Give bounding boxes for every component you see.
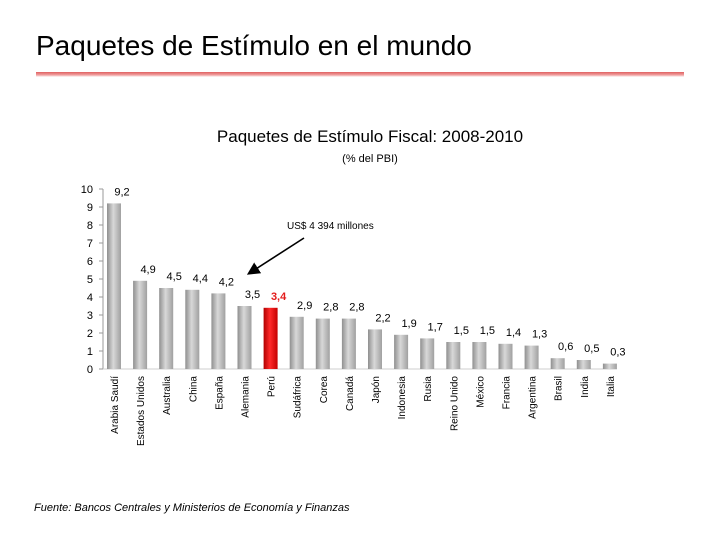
annotation-arrow [246, 237, 305, 275]
x-tick-label: Sudáfrica [293, 376, 304, 419]
x-tick-label: Corea [319, 376, 330, 404]
value-label: 4,4 [193, 273, 208, 285]
value-label: 1,7 [428, 321, 443, 333]
y-tick-label: 9 [87, 202, 93, 214]
y-tick-label: 1 [87, 346, 93, 358]
value-label: 0,6 [558, 341, 573, 353]
bar-corea [315, 318, 330, 369]
x-tick-label: Canadá [345, 376, 356, 411]
bar-india [576, 360, 591, 369]
x-tick-label: Alemania [241, 376, 252, 418]
bar-estados-unidos [133, 280, 148, 369]
value-label: 4,2 [219, 276, 234, 288]
y-tick-label: 2 [87, 328, 93, 340]
bar-rusia [420, 338, 435, 369]
value-label: 1,9 [401, 318, 416, 330]
value-label: 0,5 [584, 343, 599, 355]
bar-reino-unido [446, 342, 461, 369]
value-label: 1,3 [532, 329, 547, 341]
y-tick-label: 8 [87, 220, 93, 232]
x-tick-label: España [214, 376, 225, 410]
y-tick-label: 5 [87, 274, 93, 286]
value-label: 3,4 [271, 291, 287, 303]
value-label: 0,3 [610, 347, 625, 359]
bar-alemania [237, 306, 252, 369]
bar-arabia-saudí [107, 203, 121, 369]
value-label: 2,9 [297, 300, 312, 312]
bar-sudáfrica [289, 316, 304, 369]
bar-argentina [524, 345, 539, 369]
y-tick-label: 7 [87, 238, 93, 250]
title-divider [36, 72, 684, 77]
x-tick-label: Brasil [554, 376, 565, 401]
chart-title: Paquetes de Estímulo Fiscal: 2008-2010 [216, 127, 524, 146]
x-tick-label: Arabia Saudí [110, 376, 121, 434]
bar-francia [498, 343, 513, 369]
y-tick-label: 0 [87, 364, 93, 376]
bar-indonesia [394, 334, 409, 369]
x-tick-label: Reino Unido [449, 376, 460, 431]
y-tick-label: 4 [87, 292, 93, 304]
value-label: 1,5 [480, 325, 495, 337]
value-label: 3,5 [245, 289, 260, 301]
bar-méxico [472, 342, 487, 369]
y-tick-label: 3 [87, 310, 93, 322]
x-tick-label: Perú [267, 376, 278, 397]
x-tick-label: Estados Unidos [136, 376, 147, 446]
value-label: 1,4 [506, 327, 521, 339]
value-label: 2,8 [323, 302, 338, 314]
value-label: 2,8 [349, 302, 364, 314]
x-tick-label: Rusia [423, 376, 434, 402]
value-label: 4,5 [167, 271, 182, 283]
x-tick-label: Indonesia [397, 376, 408, 420]
bar-perú [263, 307, 278, 369]
y-tick-label: 10 [81, 184, 93, 196]
bar-china [185, 289, 200, 369]
bar-canadá [341, 318, 356, 369]
bar-españa [211, 293, 226, 369]
annotation-text: US$ 4 394 millones [287, 221, 374, 232]
x-tick-label: Argentina [528, 376, 539, 419]
x-tick-label: Australia [162, 376, 173, 415]
x-tick-label: México [475, 376, 486, 408]
bar-italia [602, 363, 617, 369]
y-tick-label: 6 [87, 256, 93, 268]
source-note: Fuente: Bancos Centrales y Ministerios d… [34, 502, 350, 514]
x-tick-label: Italia [606, 376, 617, 398]
slide-title: Paquetes de Estímulo en el mundo [36, 30, 472, 61]
value-label: 9,2 [114, 186, 129, 198]
x-tick-label: India [580, 376, 591, 398]
chart-subtitle: (% del PBI) [342, 153, 398, 165]
value-label: 2,2 [375, 312, 390, 324]
x-tick-label: Francia [502, 376, 513, 410]
bar-japón [368, 329, 382, 369]
x-tick-label: Japón [371, 376, 382, 403]
bar-brasil [550, 358, 565, 369]
value-label: 1,5 [454, 325, 469, 337]
x-tick-label: China [188, 376, 199, 403]
bar-australia [159, 288, 174, 369]
value-label: 4,9 [140, 264, 155, 276]
